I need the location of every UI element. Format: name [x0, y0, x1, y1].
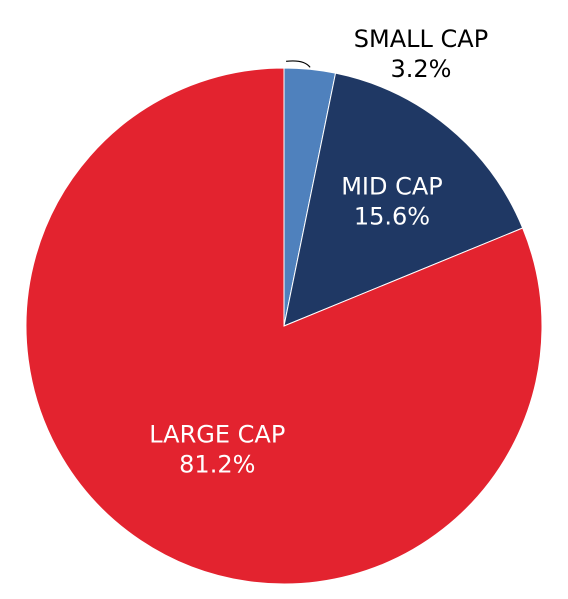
slice-label-small-cap: SMALL CAP: [354, 25, 488, 53]
slice-label-large-cap: LARGE CAP: [149, 420, 285, 448]
leader-line-small-cap: [286, 60, 311, 68]
pie-slices: [25, 67, 543, 585]
slice-value-mid-cap: 15.6%: [354, 203, 430, 231]
slice-value-large-cap: 81.2%: [179, 450, 255, 478]
slice-value-small-cap: 3.2%: [391, 55, 452, 83]
slice-label-mid-cap: MID CAP: [341, 173, 443, 201]
pie-slice-mid-cap: [283, 72, 524, 327]
pie-slice-large-cap: [25, 67, 543, 585]
